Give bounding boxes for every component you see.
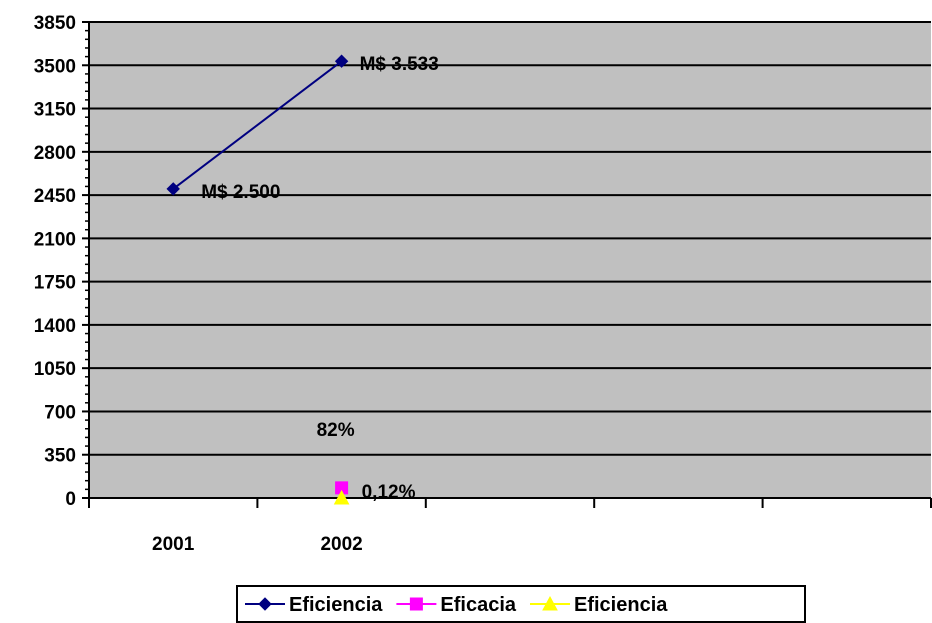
- y-tick-label: 1400: [34, 316, 76, 337]
- plot-area: [89, 22, 931, 498]
- data-label: 0,12%: [362, 482, 416, 503]
- legend: Eficiencia Eficacia Eficiencia: [236, 585, 806, 623]
- x-tick-label: 2001: [152, 534, 195, 555]
- y-tick-label: 2100: [34, 229, 76, 250]
- series-line: [172, 60, 343, 190]
- data-point: [166, 182, 180, 196]
- legend-box: [236, 585, 806, 623]
- y-tick-label: 1050: [34, 359, 76, 380]
- legend-item-1: Eficiencia: [245, 594, 383, 616]
- y-tick-label: 2450: [34, 186, 76, 207]
- y-tick-label: 350: [44, 446, 76, 467]
- y-tick-label: 3150: [34, 100, 76, 121]
- gridlines: [89, 21, 931, 456]
- series-layer: [166, 54, 350, 505]
- y-axis-tick-labels: 0 350 700 1050 1400 1750 2100 2450 2800 3150 3500 3…: [34, 13, 76, 510]
- y-tick-label: 700: [44, 402, 76, 423]
- data-label: 82%: [317, 420, 355, 441]
- series-3: [333, 489, 350, 505]
- x-tick-label: 2002: [320, 534, 362, 555]
- legend-marker: [258, 597, 272, 611]
- legend-label: Eficacia: [440, 594, 516, 616]
- y-tick-label: 1750: [34, 273, 76, 294]
- x-axis-tick-labels: 2001 2002: [152, 534, 363, 555]
- data-point: [333, 489, 350, 505]
- y-tick-label: 3500: [34, 56, 76, 77]
- y-tick-label: 2800: [34, 143, 76, 164]
- legend-label: Eficiencia: [289, 594, 383, 616]
- series-1: [166, 54, 349, 196]
- legend-item-2: Eficacia: [396, 594, 517, 616]
- legend-marker: [542, 595, 558, 611]
- data-labels: M$ 2.500 M$ 3.533 82% 0,12%: [201, 54, 439, 503]
- y-tick-label: 0: [65, 489, 76, 510]
- legend-marker: [409, 597, 423, 611]
- axes: [82, 21, 932, 508]
- data-point: [334, 54, 349, 68]
- data-label: M$ 3.533: [360, 54, 439, 75]
- legend-label: Eficiencia: [574, 594, 668, 616]
- data-label: M$ 2.500: [201, 182, 280, 203]
- legend-item-3: Eficiencia: [530, 594, 668, 616]
- y-tick-label: 3850: [34, 13, 76, 34]
